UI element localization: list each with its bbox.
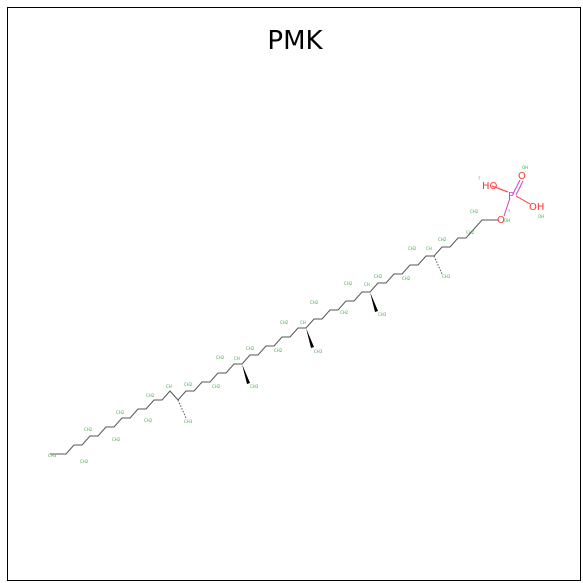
svg-text:CH2: CH2 [184, 382, 193, 387]
methyl-branch-1 [177, 399, 187, 419]
svg-text:CH2: CH2 [246, 346, 255, 351]
p-oh-bond-right [515, 195, 531, 205]
svg-text:CH3: CH3 [250, 384, 259, 389]
phosphorus-label: P [508, 191, 514, 202]
svg-text:CH3: CH3 [184, 419, 193, 424]
svg-text:CH2: CH2 [116, 410, 125, 415]
svg-text:CH2: CH2 [438, 237, 447, 242]
methyl-branch-5 [433, 255, 443, 275]
svg-text:CH: CH [234, 356, 240, 361]
phosphate-hydrogen-labels: OH ? OH OH [504, 165, 544, 223]
svg-text:CH2: CH2 [402, 276, 411, 281]
svg-text:OH: OH [522, 165, 528, 170]
hydroxyl-right-label: OH [529, 202, 544, 213]
svg-text:CH2: CH2 [84, 427, 93, 432]
svg-text:CH2: CH2 [470, 209, 479, 214]
svg-text:CH3: CH3 [378, 312, 387, 317]
svg-text:CH2: CH2 [216, 355, 225, 360]
svg-text:OH: OH [538, 214, 544, 219]
svg-text:CH2: CH2 [408, 246, 417, 251]
svg-text:CH2: CH2 [212, 384, 221, 389]
p-oh-bond-left [491, 185, 509, 193]
svg-text:CH: CH [426, 246, 432, 251]
svg-text:CH: CH [166, 384, 172, 389]
carbon-chain-bond [50, 219, 498, 455]
svg-text:CH3: CH3 [314, 349, 323, 354]
methyl-wedge-3 [306, 328, 314, 348]
svg-text:CH2: CH2 [466, 230, 475, 235]
svg-text:CH2: CH2 [80, 459, 89, 464]
svg-text:CH3: CH3 [442, 274, 451, 279]
svg-text:CH2: CH2 [280, 320, 289, 325]
svg-text:CH2: CH2 [146, 393, 155, 398]
p-o-double-bond-2 [515, 180, 524, 196]
svg-text:?: ? [508, 209, 510, 214]
svg-text:OH: OH [504, 218, 510, 223]
methyl-wedge-2 [242, 364, 250, 384]
svg-text:CH2: CH2 [112, 437, 121, 442]
svg-text:CH2: CH2 [274, 348, 283, 353]
o-p-bond [503, 197, 511, 217]
svg-text:CH2: CH2 [144, 418, 153, 423]
carbon-labels: CH3 CH2 CH2 CH2 CH2 CH2 CH2 CH CH3 CH2 C… [48, 209, 479, 464]
svg-text:CH2: CH2 [310, 300, 319, 305]
svg-text:CH2: CH2 [344, 281, 353, 286]
svg-text:CH2: CH2 [374, 274, 383, 279]
molecule-title: PMK [267, 26, 323, 56]
charge-marker: ? [478, 176, 480, 181]
svg-text:CH2: CH2 [340, 310, 349, 315]
svg-text:CH3: CH3 [48, 453, 57, 458]
oxo-oxygen-label: O [518, 171, 526, 182]
methyl-wedge-4 [370, 292, 378, 312]
ester-oxygen-label: O [497, 215, 505, 226]
diagram-frame: PMK CH3 CH2 CH2 CH2 CH2 CH2 CH2 CH CH3 C… [7, 7, 581, 581]
svg-text:CH: CH [364, 282, 370, 287]
molecule-structure: CH3 CH2 CH2 CH2 CH2 CH2 CH2 CH CH3 CH2 C… [48, 165, 544, 464]
p-o-double-bond [512, 179, 521, 195]
hydroxyl-left-label: HO [482, 181, 498, 192]
svg-text:CH: CH [300, 320, 306, 325]
